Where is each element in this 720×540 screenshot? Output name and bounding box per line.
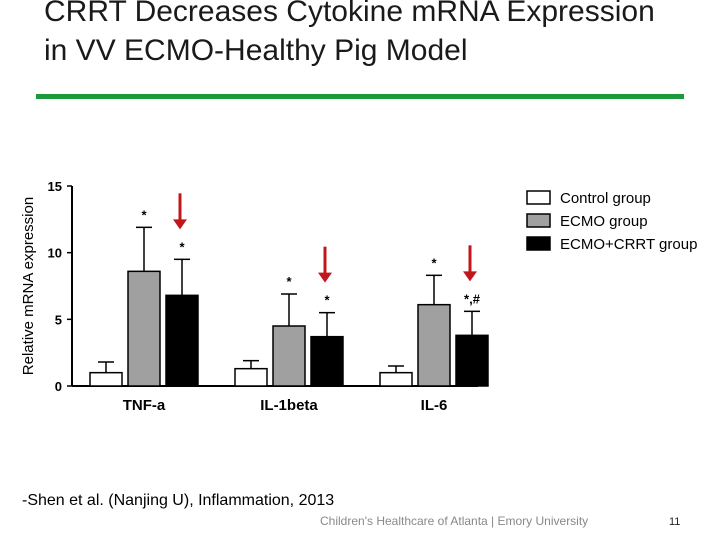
bar [89, 371, 123, 387]
y-tick-label: 15 [48, 179, 62, 194]
significance-marker: * [431, 255, 437, 270]
y-tick-label: 10 [48, 246, 62, 261]
citation-text: -Shen et al. (Nanjing U), Inflammation, … [22, 492, 335, 509]
bar [127, 270, 161, 387]
page-number: 11 [669, 516, 681, 528]
significance-marker: *,# [464, 291, 481, 306]
legend-label: ECMO+CRRT group [560, 236, 697, 253]
bar [272, 325, 306, 387]
significance-marker: * [286, 274, 292, 289]
legend-swatch [526, 190, 551, 205]
legend-swatch [526, 236, 551, 251]
legend-swatch [526, 213, 551, 228]
bar [455, 334, 489, 387]
y-tick-label: 0 [55, 379, 62, 394]
arrow-head [463, 271, 477, 282]
y-tick-label: 5 [55, 312, 62, 327]
x-tick-label: TNF-a [123, 397, 166, 414]
significance-marker: * [324, 293, 330, 308]
bar [379, 371, 413, 387]
legend-label: Control group [560, 190, 651, 207]
x-tick-label: IL-6 [421, 397, 448, 414]
slide-title: CRRT Decreases Cytokine mRNA Expression … [44, 0, 655, 67]
bar [234, 367, 268, 387]
x-tick-label: IL-1beta [260, 397, 318, 414]
bar [417, 303, 451, 387]
bar-chart: 0 5 10 15 Relative mRNA expression TNF-a IL-1b… [20, 179, 697, 414]
significance-marker: * [141, 207, 147, 222]
y-axis-label: Relative mRNA expression [20, 197, 37, 375]
bar [165, 294, 199, 387]
title-underline [36, 94, 684, 99]
arrow-head [318, 272, 332, 283]
arrow-head [173, 219, 187, 230]
bar [310, 335, 344, 387]
legend-label: ECMO group [560, 213, 648, 230]
footer-text: Children's Healthcare of Atlanta | Emory… [320, 514, 589, 528]
significance-marker: * [179, 239, 185, 254]
